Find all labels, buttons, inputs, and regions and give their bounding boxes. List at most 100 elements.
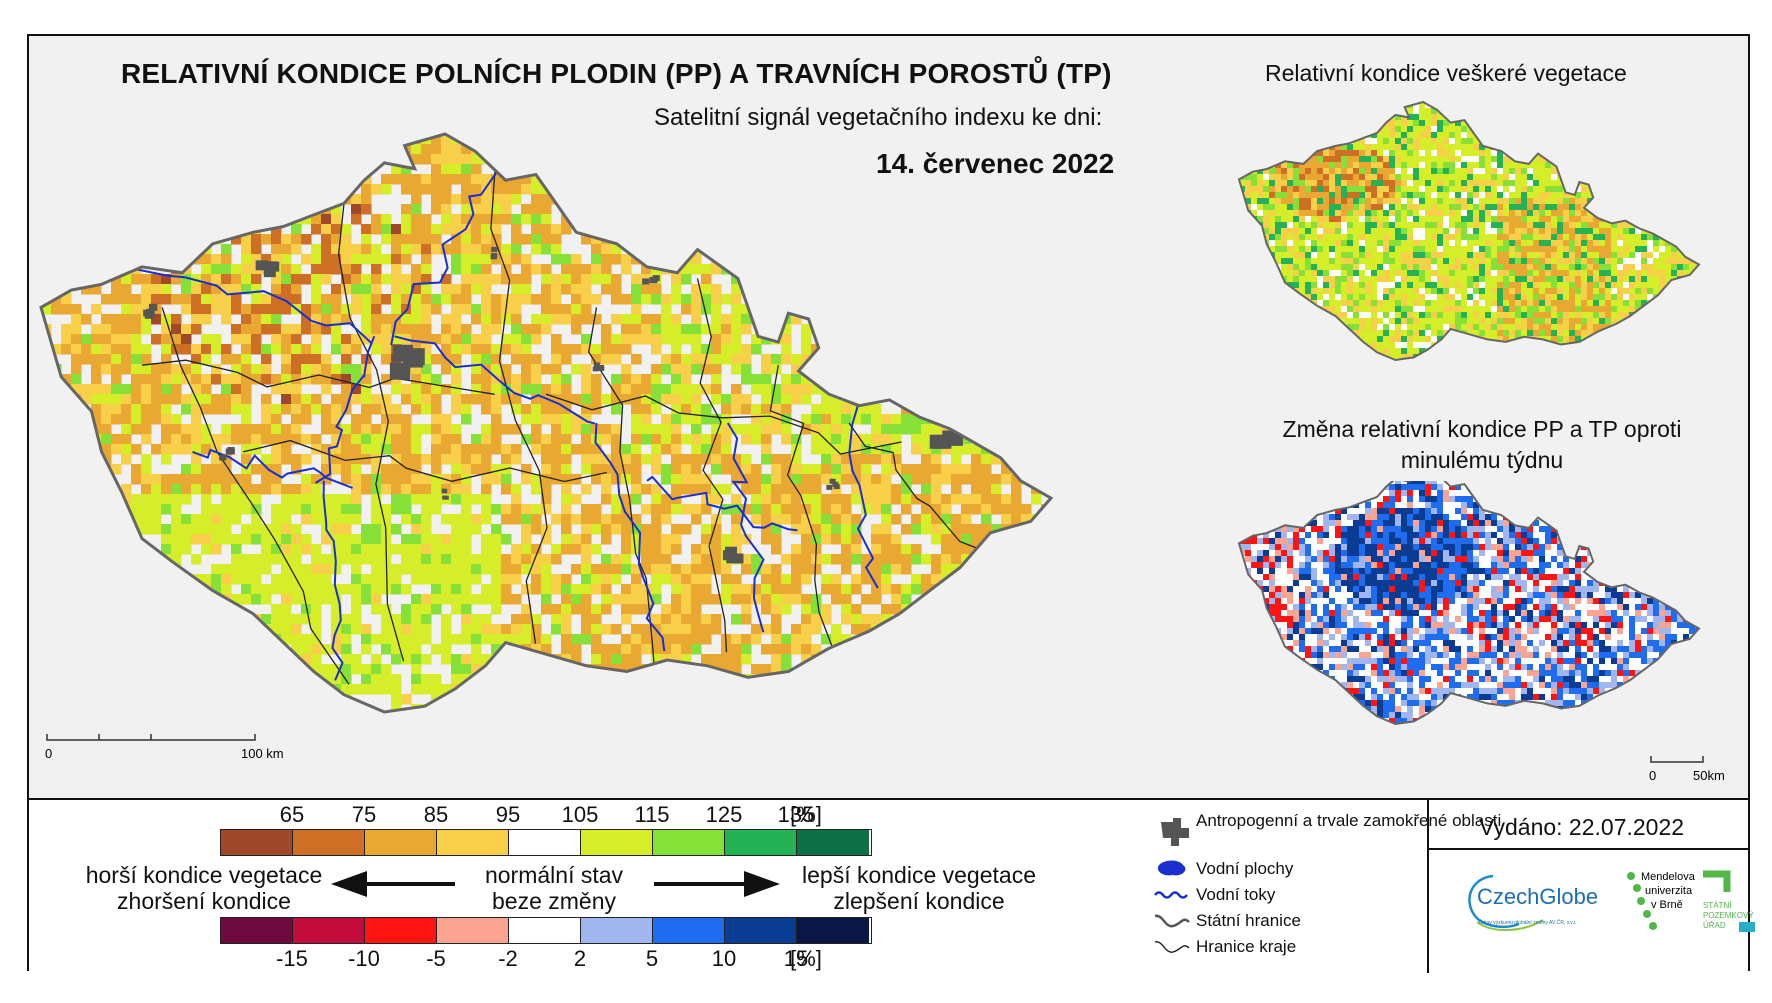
map-pixel bbox=[901, 464, 912, 475]
map-pixel bbox=[621, 224, 632, 235]
map-pixel bbox=[921, 294, 932, 305]
map-pixel bbox=[791, 594, 802, 605]
map-pixel bbox=[51, 254, 62, 265]
map-pixel bbox=[51, 574, 62, 585]
map-pixel bbox=[1031, 494, 1042, 505]
map-pixel bbox=[1371, 102, 1378, 109]
map-pixel bbox=[231, 274, 242, 285]
map-pixel bbox=[971, 694, 982, 705]
region-border bbox=[545, 393, 902, 455]
map-pixel bbox=[681, 434, 692, 445]
map-pixel bbox=[771, 494, 782, 505]
map-pixel bbox=[211, 334, 222, 345]
map-pixel bbox=[571, 194, 582, 205]
map-pixel bbox=[1031, 204, 1042, 215]
map-pixel bbox=[571, 154, 582, 165]
map-pixel bbox=[111, 704, 122, 712]
map-pixel bbox=[461, 174, 472, 185]
map-pixel bbox=[1041, 634, 1051, 645]
map-pixel bbox=[311, 144, 322, 155]
map-pixel bbox=[491, 424, 502, 435]
map-pixel bbox=[721, 414, 732, 425]
map-pixel bbox=[251, 214, 262, 225]
map-pixel bbox=[501, 374, 512, 385]
map-pixel bbox=[211, 514, 222, 525]
map-pixel bbox=[121, 334, 132, 345]
map-pixel bbox=[191, 644, 202, 655]
map-pixel bbox=[571, 274, 582, 285]
map-pixel bbox=[731, 354, 742, 365]
map-pixel bbox=[1605, 114, 1612, 121]
map-pixel bbox=[71, 564, 82, 575]
map-pixel bbox=[911, 444, 922, 455]
map-pixel bbox=[921, 624, 932, 635]
map-pixel bbox=[851, 414, 862, 425]
map-pixel bbox=[361, 284, 372, 295]
map-pixel bbox=[731, 144, 742, 155]
map-pixel bbox=[711, 544, 722, 555]
map-pixel bbox=[281, 234, 292, 245]
map-pixel bbox=[961, 414, 972, 425]
map-pixel bbox=[711, 294, 722, 305]
map-pixel bbox=[291, 164, 302, 175]
map-pixel bbox=[751, 374, 762, 385]
map-pixel bbox=[561, 224, 572, 235]
map-pixel bbox=[121, 694, 132, 705]
map-pixel bbox=[201, 274, 212, 285]
map-pixel bbox=[531, 554, 542, 565]
map-pixel bbox=[321, 154, 332, 165]
map-pixel bbox=[701, 364, 712, 375]
map-pixel bbox=[221, 624, 232, 635]
map-pixel bbox=[591, 204, 602, 215]
map-pixel bbox=[761, 194, 772, 205]
map-pixel bbox=[321, 164, 332, 175]
map-pixel bbox=[531, 414, 542, 425]
map-pixel bbox=[881, 704, 892, 712]
map-pixel bbox=[71, 274, 82, 285]
map-pixel bbox=[411, 604, 422, 615]
map-pixel bbox=[991, 484, 1002, 495]
map-pixel bbox=[631, 654, 642, 665]
map-pixel bbox=[581, 184, 592, 195]
map-pixel bbox=[151, 364, 162, 375]
map-pixel bbox=[901, 494, 912, 505]
map-pixel bbox=[451, 324, 462, 335]
map-pixel bbox=[831, 264, 842, 275]
map-pixel bbox=[221, 374, 232, 385]
map-pixel bbox=[341, 184, 352, 195]
map-pixel bbox=[851, 314, 862, 325]
map-pixel bbox=[871, 414, 882, 425]
map-pixel bbox=[1281, 120, 1288, 127]
map-pixel bbox=[811, 144, 822, 155]
map-pixel bbox=[151, 564, 162, 575]
map-pixel bbox=[271, 144, 282, 155]
map-pixel bbox=[1031, 154, 1042, 165]
map-pixel bbox=[861, 154, 872, 165]
map-pixel bbox=[801, 574, 812, 585]
map-pixel bbox=[241, 384, 252, 395]
map-pixel bbox=[61, 264, 72, 275]
map-pixel bbox=[121, 344, 132, 355]
map-pixel bbox=[641, 334, 652, 345]
map-pixel bbox=[341, 544, 352, 555]
map-pixel bbox=[1299, 114, 1306, 121]
map-pixel bbox=[901, 424, 912, 435]
map-pixel bbox=[151, 694, 162, 705]
map-pixel bbox=[91, 334, 102, 345]
map-pixel bbox=[661, 334, 672, 345]
map-pixel bbox=[571, 634, 582, 645]
map-pixel bbox=[1515, 114, 1522, 121]
map-pixel bbox=[61, 134, 72, 145]
map-pixel bbox=[861, 194, 872, 205]
map-pixel bbox=[881, 454, 892, 465]
map-pixel bbox=[191, 314, 202, 325]
map-pixel bbox=[321, 664, 332, 675]
map-pixel bbox=[641, 674, 652, 685]
map-pixel bbox=[351, 654, 362, 665]
map-pixel bbox=[121, 294, 132, 305]
map-pixel bbox=[261, 424, 272, 435]
map-pixel bbox=[331, 154, 342, 165]
map-pixel bbox=[951, 184, 962, 195]
map-pixel bbox=[1011, 154, 1022, 165]
map-pixel bbox=[721, 424, 732, 435]
